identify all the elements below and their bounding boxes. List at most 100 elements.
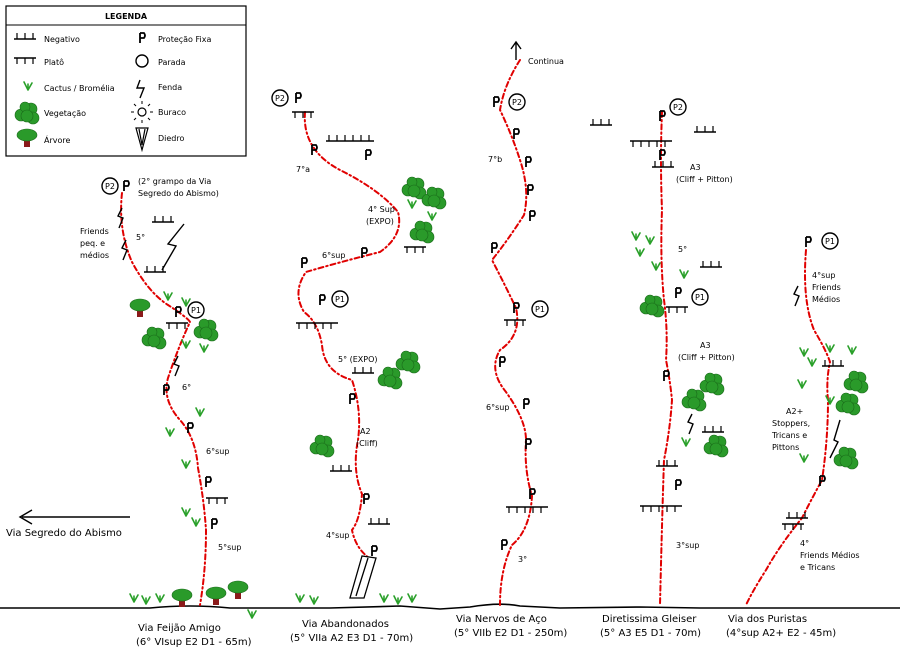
cactus-icon <box>309 595 319 605</box>
route-line-feijao-amigo <box>120 192 208 606</box>
anchor-p2-label: P2 <box>673 103 683 112</box>
route-nervos-de-aco: Continua P2 7°b P1 6°sup 3° <box>486 40 564 606</box>
abandonados-grade-7a: 7°a <box>296 165 310 174</box>
plateau-icon <box>665 306 689 314</box>
negativo-icon <box>325 134 375 142</box>
cactus-icon <box>141 595 151 605</box>
bush-icon <box>681 388 707 412</box>
puristas-mid-line4: Pittons <box>772 443 799 452</box>
anchor-p2 <box>508 93 526 111</box>
plateau-icon <box>505 506 549 514</box>
crack-icon <box>829 419 841 459</box>
crack-icon <box>135 79 146 99</box>
bolt-icon <box>363 493 370 505</box>
plateau-icon <box>291 111 315 119</box>
abandonados-a2-line1: A2 <box>360 427 371 436</box>
anchor-p1 <box>691 288 709 306</box>
route-grade-abandonados: (5° VIIa A2 E3 D1 - 70m) <box>290 633 413 644</box>
nervos-grade-3: 3° <box>518 555 527 564</box>
legend-label-negativo: Negativo <box>44 35 80 44</box>
route-line-abandonados <box>297 111 401 561</box>
legend-title: LEGENDA <box>105 12 148 21</box>
puristas-bottom-line2: Friends Médios <box>800 550 860 560</box>
bolt-icon <box>513 128 520 140</box>
negativo-icon <box>701 425 725 433</box>
bolt-icon <box>805 236 812 248</box>
bolt-icon <box>491 242 498 254</box>
anchor-p1-label: P1 <box>695 293 705 302</box>
gleiser-grade-3sup: 3°sup <box>676 541 699 550</box>
bolt-icon <box>365 149 372 161</box>
route-grade-diretissima-gleiser: (5° A3 E5 D1 - 70m) <box>600 628 701 639</box>
cactus-icon <box>181 339 191 349</box>
puristas-top-line3: Médios <box>812 294 840 304</box>
anchor-p1 <box>821 232 839 250</box>
tree-icon <box>171 588 193 608</box>
route-name-feijao-amigo: Via Feijão Amigo <box>138 623 221 634</box>
crack-icon <box>161 223 185 271</box>
plateau-icon <box>629 140 673 148</box>
anchor-p2-label: P2 <box>512 98 522 107</box>
tree-icon <box>205 586 227 606</box>
bush-icon <box>193 318 219 342</box>
feijao-friends-line1: Friends <box>80 227 109 236</box>
route-name-diretissima-gleiser: Diretissima Gleiser <box>602 614 697 625</box>
anchor-p2 <box>101 177 119 195</box>
bolt-icon <box>529 210 536 222</box>
feijao-grade-5: 5° <box>136 233 145 242</box>
plateau-icon <box>503 319 527 327</box>
bush-icon <box>377 366 403 390</box>
puristas-mid-line2: Stoppers, <box>772 419 810 428</box>
segredo-do-abismo-label: Via Segredo do Abismo <box>6 528 122 539</box>
cactus-icon <box>165 427 175 437</box>
bolt-icon <box>295 92 302 104</box>
bolt-icon <box>659 149 666 161</box>
anchor-circle-icon <box>135 54 149 68</box>
bolt-icon <box>175 306 182 318</box>
bush-icon <box>703 434 729 458</box>
continua-arrow <box>510 40 522 60</box>
bush-icon <box>141 326 167 350</box>
cactus-icon <box>191 517 201 527</box>
route-name-nervos-de-aco: Via Nervos de Aço <box>456 614 547 625</box>
plateau-icon <box>165 322 189 330</box>
gleiser-a3-mid-line2: (Cliff + Pitton) <box>678 353 735 362</box>
cactus-icon <box>181 297 191 307</box>
feijao-p2-note-line2: Segredo do Abismo) <box>138 189 219 198</box>
legend-label-parada: Parada <box>158 58 186 67</box>
anchor-p1-label: P1 <box>825 237 835 246</box>
negativo-icon <box>13 32 37 40</box>
negativo-icon <box>143 265 167 273</box>
legend-label-plato: Platô <box>44 57 64 67</box>
cactus-icon <box>807 357 817 367</box>
bolt-icon <box>675 287 682 299</box>
cactus-icon <box>155 593 165 603</box>
negativo-icon <box>821 359 845 367</box>
cactus-icon <box>645 235 655 245</box>
abandonados-grade-6sup: 6°sup <box>322 251 345 260</box>
dihedral-icon <box>349 555 377 599</box>
negativo-icon <box>693 125 717 133</box>
legend-label-diedro: Diedro <box>158 134 184 143</box>
anchor-p1-label: P1 <box>191 306 201 315</box>
bush-icon <box>309 434 335 458</box>
route-line-diretissima-gleiser <box>659 111 674 606</box>
legend-label-protecao-fixa: Proteção Fixa <box>158 35 211 44</box>
cactus-icon <box>799 347 809 357</box>
route-abandonados: P2 7°a 4° Sup (EXPO) 6°sup P1 5° (EXPO) … <box>271 89 447 605</box>
puristas-mid-line3: Tricans e <box>771 431 807 440</box>
cactus-icon <box>393 595 403 605</box>
feijao-friends-line3: médios <box>80 250 109 260</box>
negativo-icon <box>655 459 679 467</box>
puristas-bottom-line1: 4° <box>800 539 809 548</box>
abandonados-4sup-line1: 4° Sup <box>368 205 395 214</box>
cactus-icon <box>797 379 807 389</box>
anchor-p1 <box>531 300 549 318</box>
negativo-icon <box>651 160 675 168</box>
plateau-icon <box>781 523 805 531</box>
tree-icon <box>227 580 249 600</box>
feijao-grade-6: 6° <box>182 383 191 392</box>
bush-icon <box>401 176 427 200</box>
bush-icon <box>699 372 725 396</box>
negativo-icon <box>367 517 391 525</box>
